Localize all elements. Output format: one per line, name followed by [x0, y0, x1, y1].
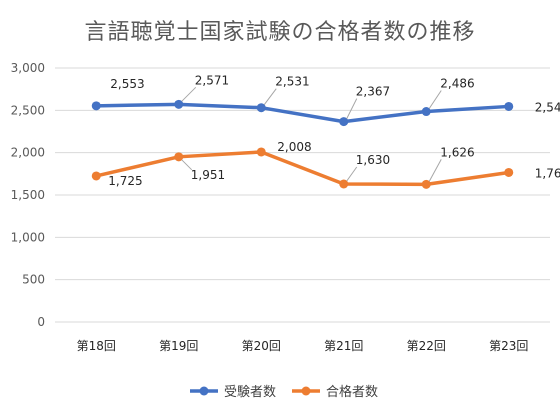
data-point — [339, 117, 349, 127]
y-tick-label: 1,000 — [11, 230, 45, 244]
x-tick-label: 第22回 — [407, 339, 446, 353]
y-tick-label: 2,500 — [11, 103, 45, 117]
leader-line — [428, 90, 442, 109]
data-point — [174, 152, 184, 162]
data-point — [91, 171, 101, 181]
data-point — [174, 99, 184, 109]
data-label: 1,626 — [440, 145, 474, 159]
y-tick-label: 2,000 — [11, 146, 45, 160]
data-point — [421, 179, 431, 189]
data-point — [256, 103, 266, 113]
data-point — [504, 167, 514, 177]
data-label: 2,571 — [195, 73, 229, 87]
series-line-1 — [94, 150, 511, 187]
data-label: 2,546 — [535, 100, 560, 114]
x-tick-label: 第23回 — [489, 339, 528, 353]
x-tick-label: 第21回 — [324, 339, 363, 353]
leader-line — [181, 86, 197, 102]
x-tick-label: 第19回 — [159, 339, 198, 353]
leader-line — [346, 166, 358, 182]
data-point — [339, 179, 349, 189]
data-label: 2,553 — [110, 77, 144, 91]
legend-swatch-marker — [199, 386, 209, 396]
y-tick-label: 3,000 — [11, 61, 45, 75]
data-point — [504, 101, 514, 111]
legend-swatch-marker — [301, 386, 311, 396]
leader-line — [428, 159, 442, 182]
x-tick-label: 第18回 — [77, 339, 116, 353]
data-label: 2,367 — [356, 85, 390, 99]
data-label: 1,766 — [535, 166, 560, 180]
legend-label: 合格者数 — [326, 384, 378, 400]
y-tick-label: 500 — [22, 273, 45, 287]
data-label: 2,008 — [277, 140, 311, 154]
y-tick-label: 0 — [37, 315, 45, 329]
leader-line — [346, 98, 358, 119]
data-label: 2,531 — [275, 75, 309, 89]
leader-line — [181, 159, 193, 171]
legend-label: 受験者数 — [224, 385, 276, 400]
data-point — [91, 101, 101, 111]
series-line-0 — [94, 102, 511, 124]
x-tick-label: 第20回 — [242, 339, 281, 353]
data-label: 1,725 — [108, 174, 142, 188]
data-label: 1,951 — [191, 168, 225, 182]
chart-title: 言語聴覚士国家試験の合格者数の推移 — [84, 20, 476, 45]
data-point — [256, 147, 266, 157]
y-tick-label: 1,500 — [11, 188, 45, 202]
data-point — [421, 107, 431, 117]
leader-line — [263, 88, 277, 106]
data-label: 2,486 — [440, 77, 474, 91]
data-label: 1,630 — [356, 153, 390, 167]
